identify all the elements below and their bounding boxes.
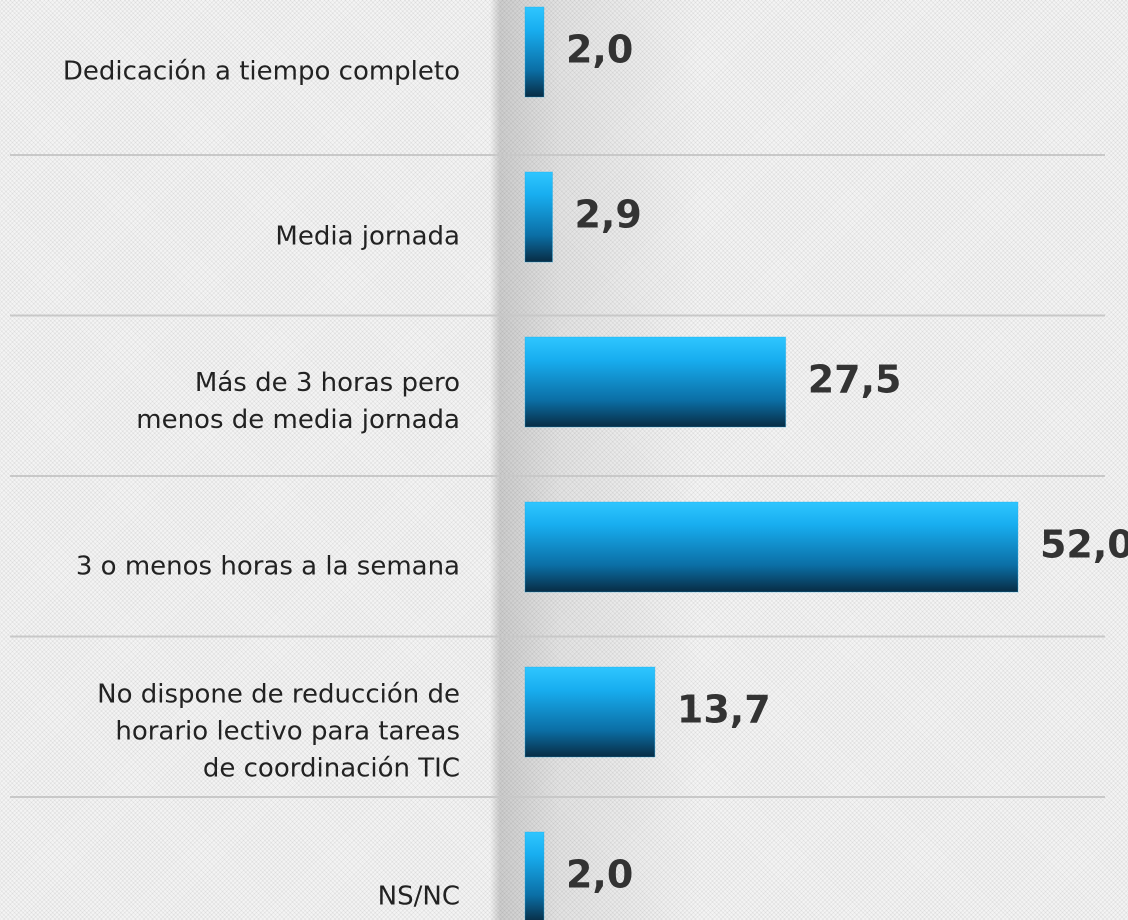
value-label: 2,9 <box>574 193 641 237</box>
category-label: 3 o menos horas a la semana <box>76 552 460 582</box>
bar-highlight <box>524 336 787 428</box>
bar-highlight <box>524 6 545 98</box>
category-label: No dispone de reducción de <box>97 680 460 710</box>
category-label: menos de media jornada <box>136 405 460 435</box>
bar <box>525 502 1018 592</box>
category-label: NS/NC <box>378 882 460 912</box>
value-label: 52,0 <box>1040 523 1128 567</box>
bar <box>525 337 786 427</box>
bar-highlight <box>524 831 545 920</box>
category-label: horario lectivo para tareas <box>115 717 460 747</box>
category-label: Dedicación a tiempo completo <box>63 57 460 87</box>
bar-highlight <box>524 666 656 758</box>
bar <box>525 172 553 262</box>
bar <box>525 667 655 757</box>
bar-highlight <box>524 171 553 263</box>
bar-highlight <box>524 501 1019 593</box>
bar <box>525 832 544 920</box>
category-label: de coordinación TIC <box>203 754 460 784</box>
bar <box>525 7 544 97</box>
value-label: 13,7 <box>677 688 771 732</box>
value-label: 27,5 <box>808 358 902 402</box>
category-label: Más de 3 horas pero <box>195 368 460 398</box>
category-label: Media jornada <box>275 222 460 252</box>
value-label: 2,0 <box>566 853 633 897</box>
value-label: 2,0 <box>566 28 633 72</box>
